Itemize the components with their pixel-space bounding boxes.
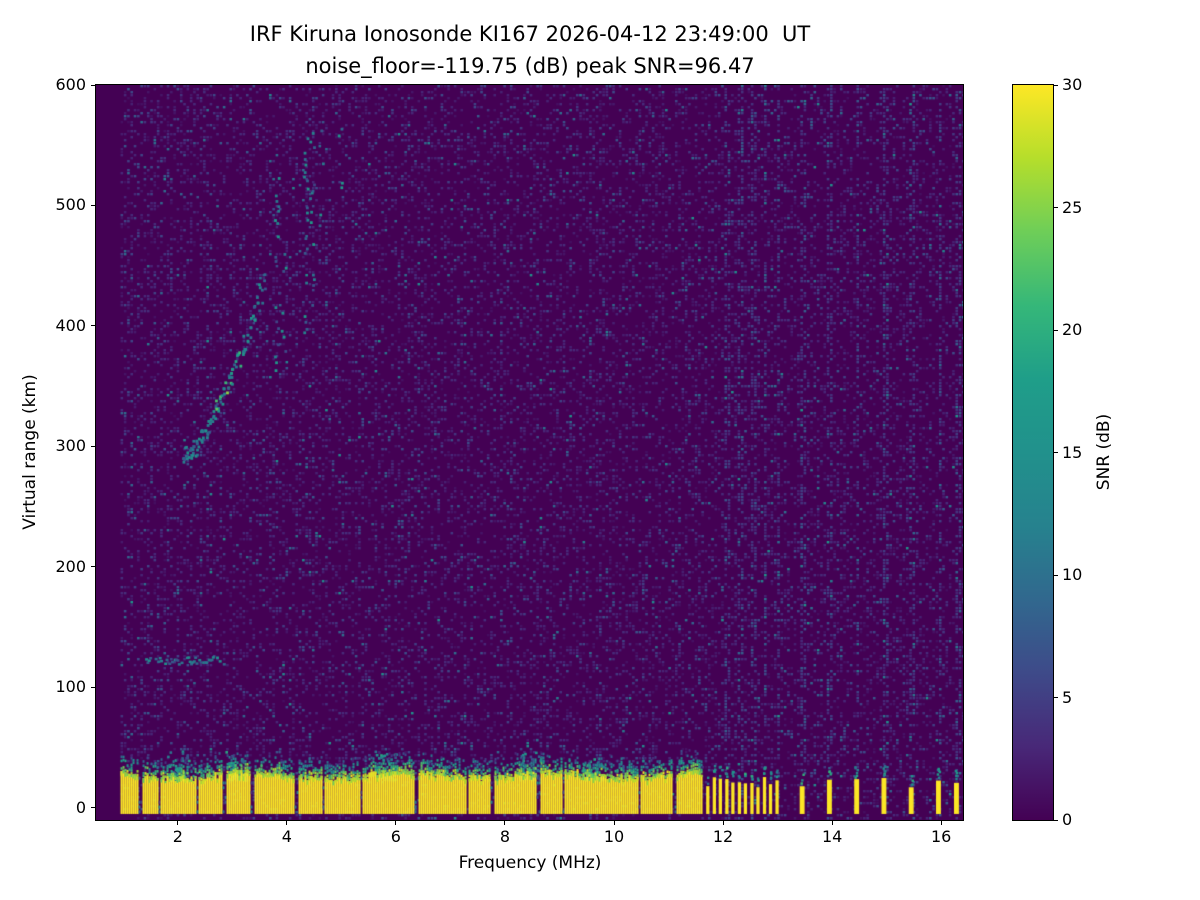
colorbar-tick-label: 15 (1062, 442, 1083, 462)
y-tick-label: 100 (55, 677, 86, 697)
ionogram-canvas (96, 85, 963, 820)
x-tick-mark (395, 821, 397, 825)
y-tick-label: 200 (55, 556, 86, 576)
plot-area (95, 84, 964, 821)
chart-subtitle: noise_floor=-119.75 (dB) peak SNR=96.47 (305, 54, 755, 78)
colorbar-tick-mark (1054, 819, 1058, 821)
y-tick-mark (91, 84, 95, 86)
colorbar-tick-mark (1054, 697, 1058, 698)
y-tick-label: 300 (55, 436, 86, 456)
y-tick-mark (91, 445, 95, 447)
x-tick-mark (940, 821, 942, 825)
y-tick-label: 0 (75, 797, 86, 817)
colorbar-tick-label: 20 (1062, 320, 1083, 339)
x-tick-mark (831, 821, 833, 825)
x-tick-label: 14 (821, 827, 843, 846)
y-tick-mark (91, 566, 95, 568)
x-tick-label: 4 (281, 827, 292, 846)
y-tick-label: 600 (55, 75, 86, 94)
colorbar-tick-mark (1054, 207, 1058, 208)
x-tick-label: 8 (499, 827, 511, 846)
x-tick-label: 12 (712, 827, 734, 846)
colorbar-label: SNR (dB) (1094, 413, 1114, 491)
x-tick-mark (504, 821, 506, 825)
y-tick-mark (91, 204, 95, 206)
y-tick-mark (91, 686, 95, 688)
y-axis-label: Virtual range (km) (20, 374, 40, 530)
y-tick-label: 400 (55, 315, 86, 335)
y-tick-label: 500 (55, 195, 86, 215)
y-tick-mark (91, 807, 95, 809)
colorbar-tick-mark (1054, 329, 1058, 331)
colorbar-tick-label: 0 (1062, 810, 1073, 829)
x-tick-label: 2 (172, 827, 183, 846)
colorbar-tick-label: 5 (1062, 687, 1073, 707)
chart-title: IRF Kiruna Ionosonde KI167 2026-04-12 23… (249, 22, 811, 46)
y-tick-mark (91, 325, 95, 327)
colorbar-tick-mark (1054, 574, 1058, 576)
x-tick-label: 6 (390, 827, 401, 846)
x-axis-label: Frequency (MHz) (458, 853, 602, 873)
x-tick-mark (722, 821, 724, 825)
colorbar-tick-label: 25 (1062, 197, 1083, 217)
colorbar (1012, 84, 1054, 821)
colorbar-gradient (1013, 85, 1053, 820)
colorbar-tick-mark (1054, 452, 1058, 453)
x-tick-label: 10 (603, 827, 625, 846)
colorbar-tick-label: 10 (1062, 565, 1083, 584)
x-tick-label: 16 (931, 827, 952, 846)
colorbar-tick-label: 30 (1062, 75, 1083, 94)
x-tick-mark (613, 821, 615, 825)
x-tick-mark (177, 821, 179, 825)
x-tick-mark (286, 821, 288, 825)
colorbar-tick-mark (1054, 84, 1058, 86)
